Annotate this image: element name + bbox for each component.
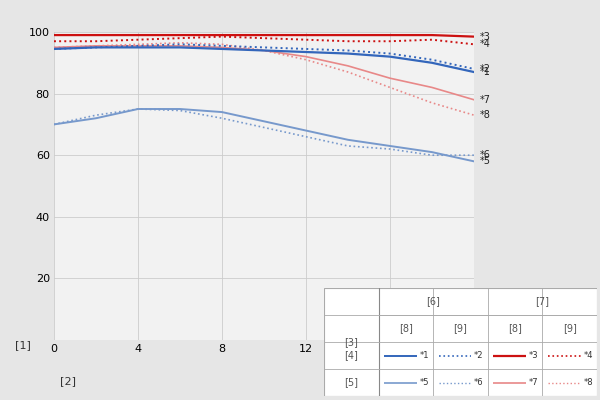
- Text: *2: *2: [480, 64, 491, 74]
- Text: *4: *4: [583, 351, 593, 360]
- Text: [5]: [5]: [344, 378, 358, 388]
- Text: *8: *8: [583, 378, 593, 387]
- Text: *8: *8: [480, 110, 491, 120]
- Text: [2]: [2]: [60, 376, 76, 386]
- Text: *7: *7: [480, 95, 491, 105]
- Text: *1: *1: [419, 351, 429, 360]
- Text: *6: *6: [480, 150, 491, 160]
- Text: [3]: [3]: [344, 337, 358, 347]
- Text: [7]: [7]: [535, 296, 550, 306]
- Text: [8]: [8]: [399, 324, 413, 334]
- Text: [1]: [1]: [15, 340, 31, 350]
- Text: [9]: [9]: [454, 324, 467, 334]
- Text: *3: *3: [529, 351, 538, 360]
- Text: *7: *7: [529, 378, 538, 387]
- Text: [4]: [4]: [344, 350, 358, 360]
- Text: [8]: [8]: [508, 324, 522, 334]
- Text: *4: *4: [480, 39, 491, 49]
- Text: *5: *5: [480, 156, 491, 166]
- Text: *5: *5: [419, 378, 429, 387]
- Text: *2: *2: [474, 351, 484, 360]
- Text: *1: *1: [480, 67, 491, 77]
- Text: *6: *6: [474, 378, 484, 387]
- Text: [9]: [9]: [563, 324, 577, 334]
- Text: *3: *3: [480, 32, 491, 42]
- Text: [6]: [6]: [426, 296, 440, 306]
